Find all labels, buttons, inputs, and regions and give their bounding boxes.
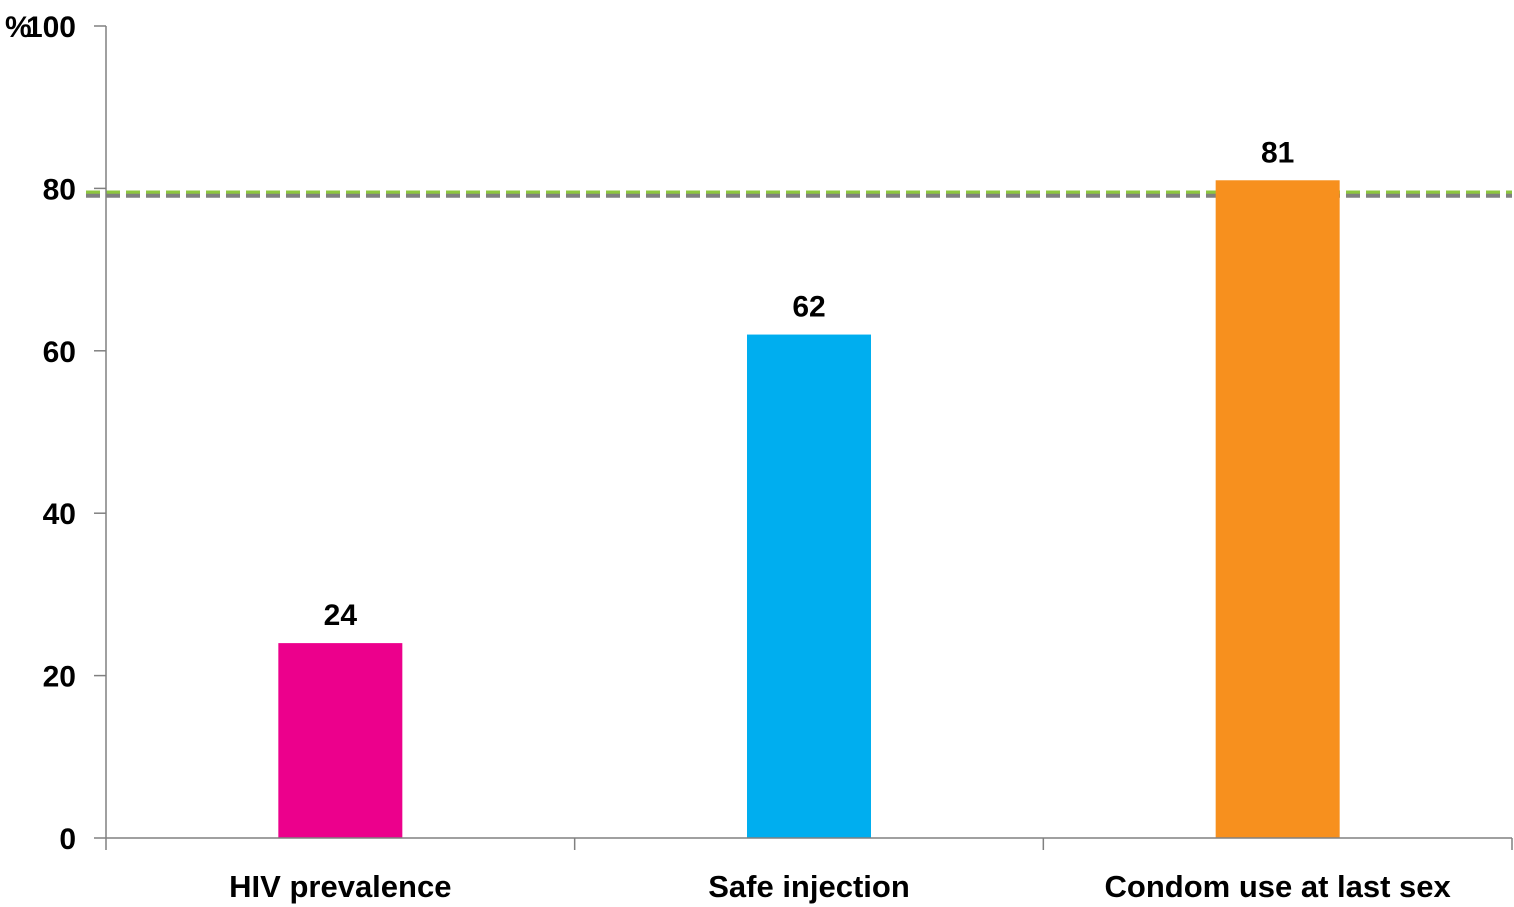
- x-category-label: Condom use at last sex: [1105, 869, 1452, 904]
- x-category-label: HIV prevalence: [229, 869, 451, 904]
- y-tick-label: 20: [43, 661, 76, 694]
- bars: [278, 180, 1340, 838]
- y-tick-label: 100: [26, 11, 76, 44]
- y-tick-label: 0: [59, 823, 76, 856]
- bar-data-label: 24: [324, 599, 358, 632]
- x-axis-ticks: [105, 838, 1513, 850]
- y-axis-ticks: 0 20 40 60 80 100: [26, 11, 106, 856]
- y-tick-label: 80: [43, 173, 76, 206]
- bar: [747, 334, 871, 838]
- bar: [1215, 180, 1340, 838]
- y-axis-unit-label: %: [5, 11, 32, 44]
- bar-data-label: 81: [1261, 136, 1294, 169]
- category-labels: HIV prevalence Safe injection Condom use a…: [229, 869, 1451, 904]
- y-tick-label: 40: [43, 498, 76, 531]
- x-category-label: Safe injection: [708, 869, 910, 904]
- bar: [278, 643, 403, 838]
- bar-data-label: 62: [792, 291, 825, 324]
- y-tick-label: 60: [43, 336, 76, 369]
- data-labels: 24 62 81: [324, 136, 1295, 632]
- axes: [105, 26, 1512, 839]
